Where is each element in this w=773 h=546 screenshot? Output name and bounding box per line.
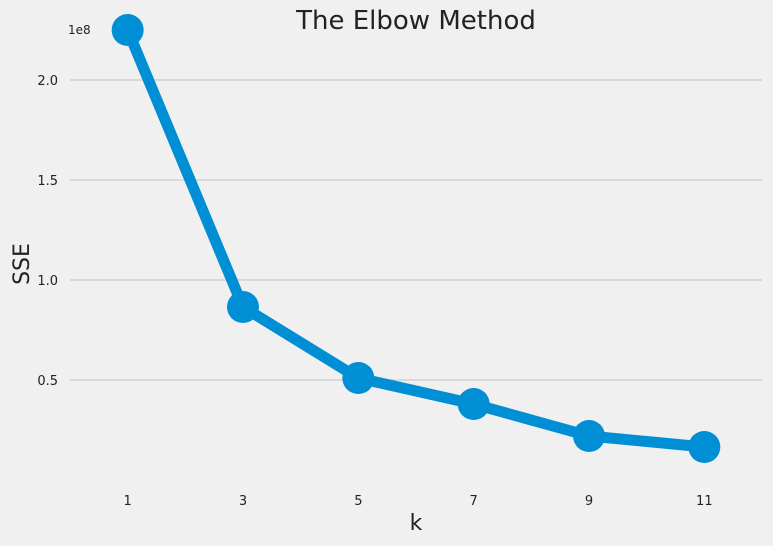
x-tick-label: 1 [124, 494, 132, 509]
y-tick-label: 1.0 [37, 274, 58, 289]
y-axis-label: SSE [10, 243, 35, 285]
data-point [688, 431, 721, 463]
series-line [122, 24, 710, 453]
y-tick-label: 0.5 [37, 374, 58, 389]
x-tick-label: 7 [470, 494, 478, 509]
x-tick-label: 9 [585, 494, 593, 509]
series-layer [111, 14, 721, 463]
chart-title: The Elbow Method [295, 6, 536, 36]
x-tick-labels: 1 3 5 7 9 11 [124, 494, 713, 509]
data-point [342, 362, 375, 394]
x-tick-label: 11 [696, 494, 713, 509]
data-point [227, 291, 259, 323]
data-point [457, 388, 490, 420]
y-tick-label: 1.5 [37, 174, 58, 189]
x-tick-label: 5 [354, 494, 362, 509]
y-tick-labels: 0.5 1.0 1.5 2.0 [37, 74, 58, 389]
data-point [111, 14, 144, 46]
data-point [573, 420, 605, 452]
x-axis-label: k [410, 511, 423, 536]
y-tick-label: 2.0 [37, 74, 58, 89]
y-offset-label: 1e8 [68, 23, 91, 37]
x-tick-label: 3 [239, 494, 247, 509]
